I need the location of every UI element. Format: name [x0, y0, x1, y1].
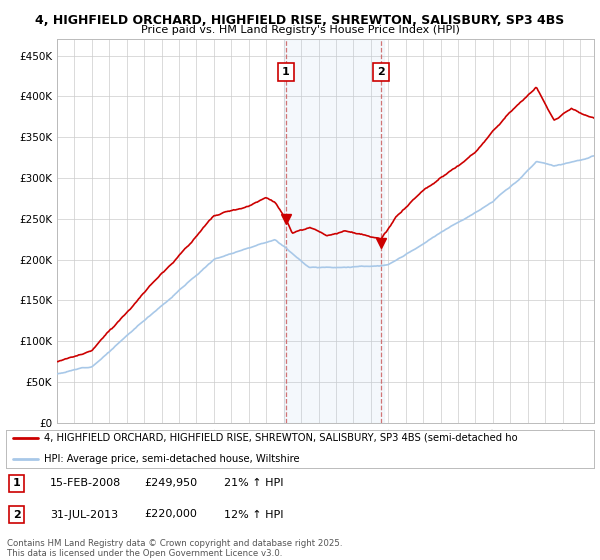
Text: Contains HM Land Registry data © Crown copyright and database right 2025.
This d: Contains HM Land Registry data © Crown c… [7, 539, 343, 558]
Text: HPI: Average price, semi-detached house, Wiltshire: HPI: Average price, semi-detached house,… [44, 454, 300, 464]
Text: 21% ↑ HPI: 21% ↑ HPI [224, 478, 283, 488]
Text: 15-FEB-2008: 15-FEB-2008 [50, 478, 121, 488]
Text: £249,950: £249,950 [144, 478, 197, 488]
Text: 1: 1 [282, 67, 290, 77]
Text: £220,000: £220,000 [144, 510, 197, 520]
Text: Price paid vs. HM Land Registry's House Price Index (HPI): Price paid vs. HM Land Registry's House … [140, 25, 460, 35]
Text: 31-JUL-2013: 31-JUL-2013 [50, 510, 118, 520]
Text: 12% ↑ HPI: 12% ↑ HPI [224, 510, 283, 520]
Text: 2: 2 [13, 510, 20, 520]
Text: 1: 1 [13, 478, 20, 488]
Text: 4, HIGHFIELD ORCHARD, HIGHFIELD RISE, SHREWTON, SALISBURY, SP3 4BS: 4, HIGHFIELD ORCHARD, HIGHFIELD RISE, SH… [35, 14, 565, 27]
Text: 2: 2 [377, 67, 385, 77]
Text: 4, HIGHFIELD ORCHARD, HIGHFIELD RISE, SHREWTON, SALISBURY, SP3 4BS (semi-detache: 4, HIGHFIELD ORCHARD, HIGHFIELD RISE, SH… [44, 433, 518, 443]
Bar [284, 39, 384, 423]
